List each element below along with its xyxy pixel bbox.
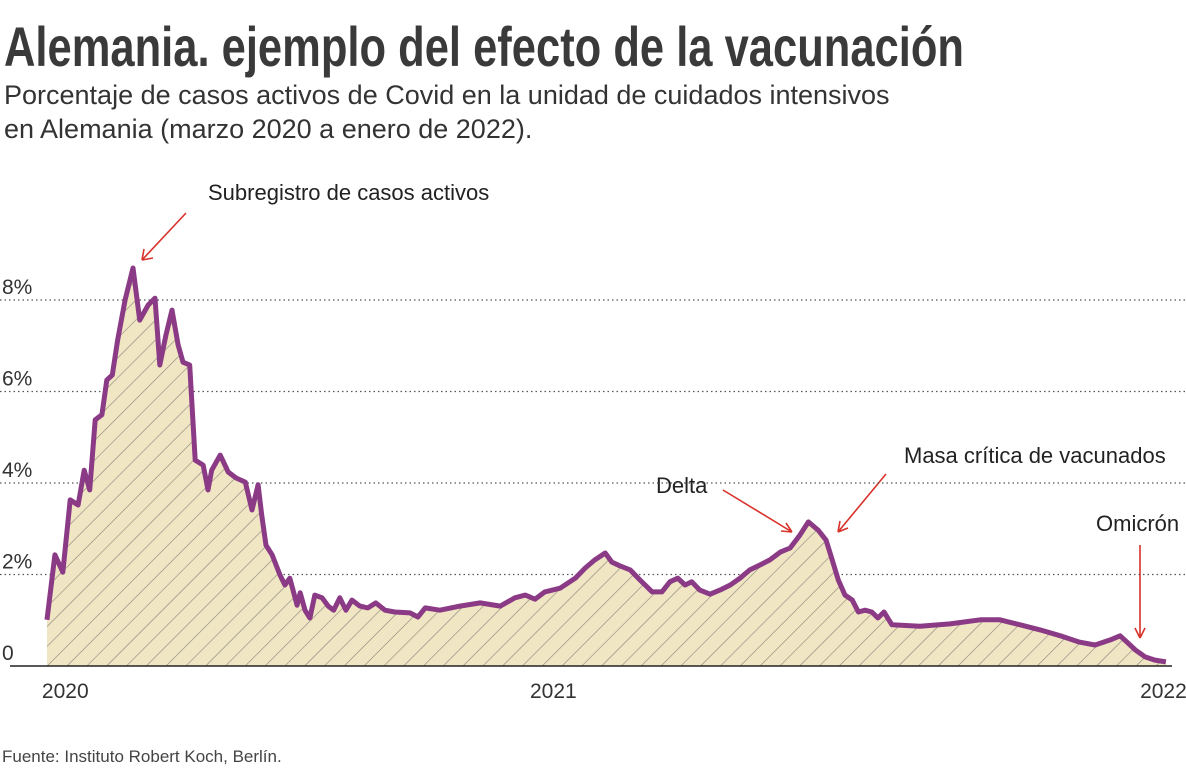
y-tick-label: 4% [2,459,32,482]
annotation: Masa crítica de vacunados [904,443,1166,468]
x-tick-label: 2020 [42,680,89,703]
y-tick-label: 6% [2,368,32,391]
annotation-arrows [141,212,1146,639]
annotation: Delta [656,473,708,498]
chart-title: Alemania. ejemplo del efecto de la vacun… [4,15,964,78]
subtitle: Porcentaje de casos activos de Covid en … [4,80,890,110]
y-tick-label: 0 [2,642,14,665]
y-tick-label: 2% [2,551,32,574]
x-tick-label: 2021 [530,680,577,703]
x-tick-label: 2022 [1140,680,1186,703]
annotation: Subregistro de casos activos [208,180,489,205]
line [44,265,1167,665]
subtitle: en Alemania (marzo 2020 a enero de 2022)… [4,114,532,144]
annotation: Omicrón [1096,511,1179,536]
source: Fuente: Instituto Robert Koch, Berlín. [2,747,282,766]
y-tick-label: 8% [2,276,32,299]
area [47,268,1166,666]
